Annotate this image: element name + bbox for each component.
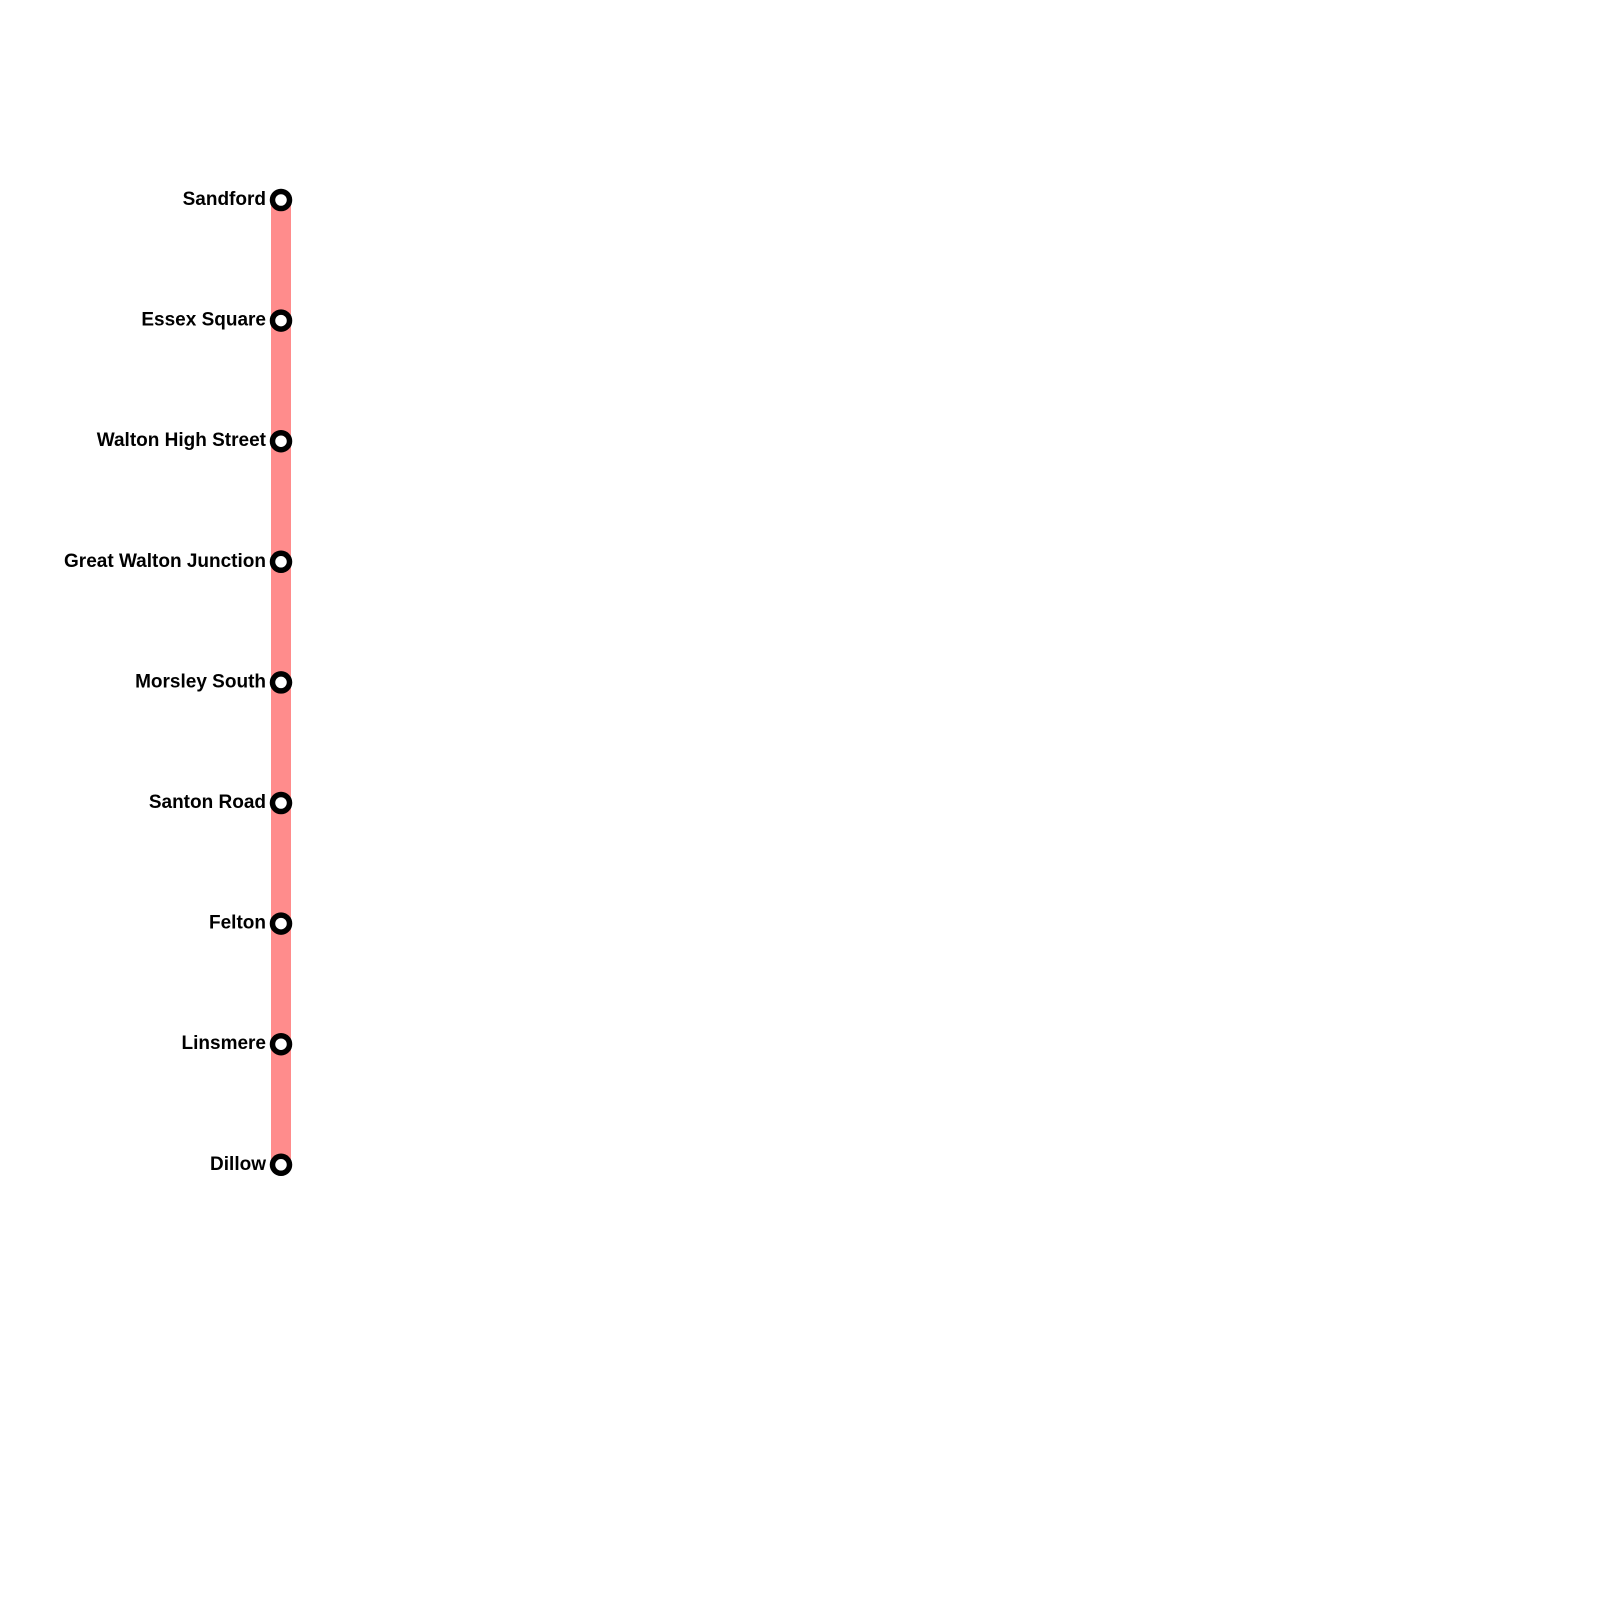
station-marker[interactable] xyxy=(269,550,293,574)
station-label: Santon Road xyxy=(149,792,266,813)
station-marker[interactable] xyxy=(269,1032,293,1056)
station-label: Morsley South xyxy=(135,671,266,692)
station-label: Walton High Street xyxy=(97,430,267,451)
station-marker[interactable] xyxy=(269,188,293,212)
station-label: Felton xyxy=(209,913,266,934)
station-label: Great Walton Junction xyxy=(64,551,266,572)
station-marker[interactable] xyxy=(269,309,293,332)
station-label: Essex Square xyxy=(141,310,266,331)
station-marker[interactable] xyxy=(269,912,293,935)
station-marker[interactable] xyxy=(269,671,293,694)
station-label: Dillow xyxy=(210,1154,266,1175)
station-marker[interactable] xyxy=(269,791,293,815)
station-label: Sandford xyxy=(183,189,266,210)
station-marker[interactable] xyxy=(269,1153,293,1177)
station-marker[interactable] xyxy=(269,429,293,453)
station-label: Linsmere xyxy=(182,1033,266,1054)
